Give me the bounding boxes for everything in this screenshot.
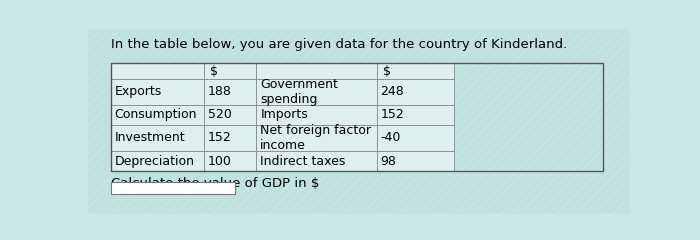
Bar: [256, 105, 377, 125]
Bar: [256, 63, 377, 79]
Text: 152: 152: [381, 108, 404, 121]
Text: Indirect taxes: Indirect taxes: [260, 155, 346, 168]
Text: Calculate the value of GDP in $: Calculate the value of GDP in $: [111, 177, 319, 190]
Text: Imports: Imports: [260, 108, 308, 121]
Bar: [377, 63, 454, 79]
Bar: [204, 151, 256, 171]
Bar: [256, 151, 377, 171]
Bar: [111, 79, 204, 105]
Text: 520: 520: [208, 108, 232, 121]
Text: 100: 100: [208, 155, 232, 168]
Bar: [204, 79, 256, 105]
Text: 188: 188: [208, 85, 232, 98]
Text: -40: -40: [381, 132, 401, 144]
Text: 98: 98: [381, 155, 396, 168]
Text: $: $: [383, 65, 391, 78]
Text: $: $: [210, 65, 218, 78]
Text: In the table below, you are given data for the country of Kinderland.: In the table below, you are given data f…: [111, 38, 567, 51]
Text: Consumption: Consumption: [115, 108, 197, 121]
Text: Net foreign factor
income: Net foreign factor income: [260, 124, 371, 152]
Bar: [111, 125, 204, 151]
Text: Government
spending: Government spending: [260, 78, 338, 106]
Bar: [204, 105, 256, 125]
Bar: [111, 63, 204, 79]
Bar: [256, 79, 377, 105]
Text: Investment: Investment: [115, 132, 186, 144]
Bar: [377, 125, 454, 151]
Bar: [111, 63, 603, 171]
Bar: [204, 125, 256, 151]
FancyBboxPatch shape: [111, 182, 234, 194]
Bar: [111, 151, 204, 171]
Text: Depreciation: Depreciation: [115, 155, 195, 168]
Bar: [111, 105, 204, 125]
Bar: [256, 125, 377, 151]
Text: 152: 152: [208, 132, 232, 144]
Bar: [204, 63, 256, 79]
Text: 248: 248: [381, 85, 404, 98]
Text: Exports: Exports: [115, 85, 162, 98]
Bar: [377, 79, 454, 105]
Bar: [377, 151, 454, 171]
Bar: [377, 105, 454, 125]
